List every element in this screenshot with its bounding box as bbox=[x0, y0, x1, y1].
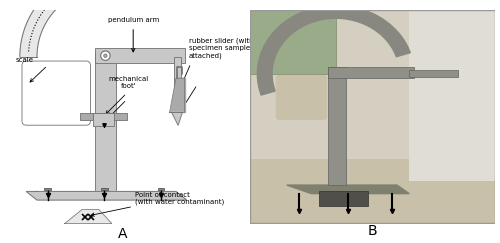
Bar bbox=[318, 191, 368, 207]
Bar bbox=[94, 48, 184, 63]
Bar bbox=[328, 68, 414, 78]
Polygon shape bbox=[65, 210, 112, 224]
Polygon shape bbox=[26, 191, 186, 200]
Bar bbox=[158, 188, 164, 191]
FancyBboxPatch shape bbox=[22, 61, 90, 125]
Bar bbox=[328, 68, 345, 185]
Polygon shape bbox=[20, 0, 105, 57]
Polygon shape bbox=[258, 5, 410, 95]
Polygon shape bbox=[287, 185, 409, 194]
Bar bbox=[44, 188, 51, 191]
Text: scale: scale bbox=[16, 57, 34, 63]
Text: mechanical
foot': mechanical foot' bbox=[109, 76, 149, 89]
Polygon shape bbox=[172, 112, 182, 125]
Bar bbox=[409, 10, 495, 181]
Bar bbox=[80, 113, 127, 120]
Text: rubber slider (with
specimen sample
attached): rubber slider (with specimen sample atta… bbox=[189, 38, 254, 59]
Bar bbox=[94, 52, 116, 191]
Bar bbox=[250, 159, 495, 224]
Text: A: A bbox=[118, 227, 127, 241]
FancyBboxPatch shape bbox=[276, 75, 327, 120]
Polygon shape bbox=[170, 78, 184, 112]
Circle shape bbox=[100, 51, 110, 61]
Bar bbox=[101, 188, 107, 191]
Text: pendulum arm: pendulum arm bbox=[108, 17, 159, 23]
Text: Point of contact
(with water contaminant): Point of contact (with water contaminant… bbox=[136, 192, 224, 205]
Bar bbox=[250, 10, 336, 74]
Bar bbox=[174, 57, 182, 112]
Circle shape bbox=[104, 54, 107, 57]
Text: B: B bbox=[368, 224, 378, 238]
Bar bbox=[409, 69, 458, 77]
Bar bbox=[92, 113, 114, 126]
